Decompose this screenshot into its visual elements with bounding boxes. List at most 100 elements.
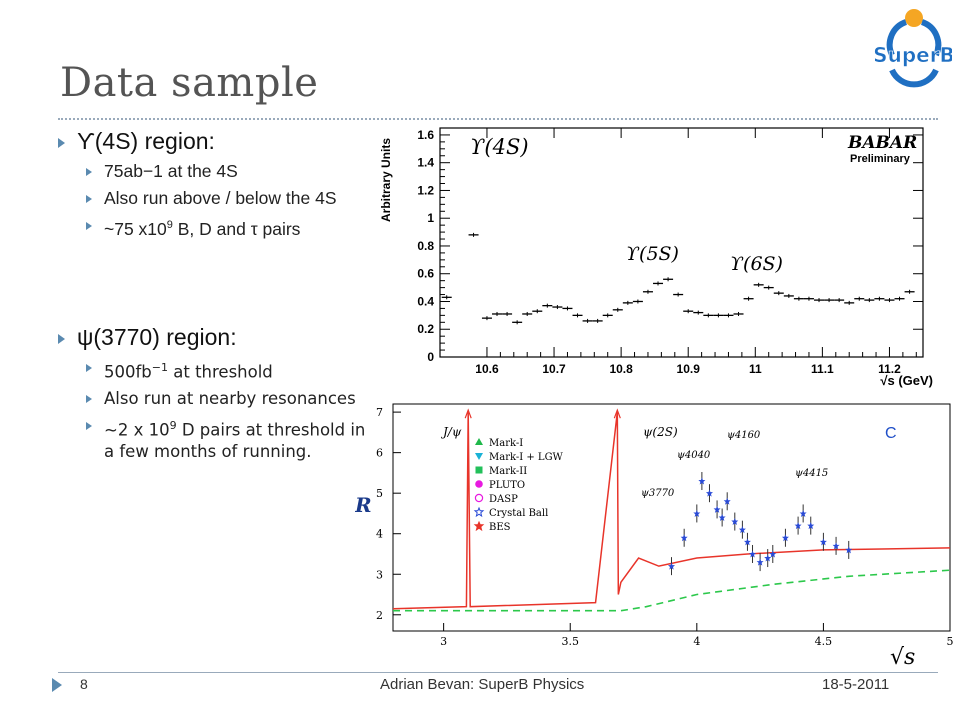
bullet-upsilon-pairs: ~75 x109 B, D and τ pairs xyxy=(86,215,378,240)
data-point xyxy=(602,313,613,318)
bullet-marker-icon xyxy=(58,333,65,344)
legend-label: Mark-I + LGW xyxy=(489,452,564,463)
data-point xyxy=(793,296,804,301)
data-point xyxy=(502,311,513,316)
data-point xyxy=(832,536,840,555)
legend-item: Mark-II xyxy=(475,466,527,477)
bullet-marker-icon xyxy=(86,363,92,372)
legend-item: PLUTO xyxy=(475,480,525,491)
bullet-upsilon-heading: ϒ(4S) region: xyxy=(77,128,215,154)
footer-marker-icon xyxy=(52,678,62,692)
data-point xyxy=(783,293,794,298)
bullet-marker-icon xyxy=(86,422,92,431)
babar-label: BABAR xyxy=(847,133,917,153)
bullet-upsilon-lumi: 75ab−1 at the 4S xyxy=(86,161,378,182)
data-point xyxy=(773,291,784,296)
x-tick-label: 5 xyxy=(947,635,954,648)
data-point xyxy=(794,516,802,535)
legend-label: DASP xyxy=(489,494,518,505)
data-point xyxy=(572,313,583,318)
y-tick-label: 0.8 xyxy=(417,239,434,253)
legend-item: Mark-I xyxy=(475,438,523,449)
data-point xyxy=(522,311,533,316)
data-point xyxy=(731,512,739,531)
annotation-jpsi: J/ψ xyxy=(440,425,462,439)
peak-arrow-icon xyxy=(464,408,472,419)
logo-text: SuperB xyxy=(873,43,952,67)
peak-arrow-icon xyxy=(613,408,621,419)
data-point xyxy=(663,277,674,282)
x-tick-label: 10.8 xyxy=(609,362,633,376)
y-tick-label: 6 xyxy=(376,447,383,460)
data-point xyxy=(844,300,855,305)
legend-label: Crystal Ball xyxy=(489,508,548,519)
data-point xyxy=(552,305,563,310)
superb-logo: SuperB xyxy=(873,9,952,88)
slide-title: Data sample xyxy=(60,60,319,106)
annotation-psi2s: ψ(2S) xyxy=(643,425,678,439)
legend-item: DASP xyxy=(474,493,518,505)
data-point xyxy=(723,313,734,318)
data-point xyxy=(756,553,764,572)
y-tick-label: 1.6 xyxy=(417,128,434,142)
data-point xyxy=(803,296,814,301)
x-tick-label: 11.2 xyxy=(878,362,901,376)
upsilon-scan-chart: 00.20.40.60.811.21.41.610.6 10.7 10.8 10.9 1… xyxy=(379,127,933,388)
data-point xyxy=(807,516,815,535)
data-point xyxy=(582,318,593,323)
y-tick-label: 1.2 xyxy=(417,183,434,197)
bullet-list: ϒ(4S) region: 75ab−1 at the 4S Also run … xyxy=(58,128,378,468)
data-point xyxy=(693,310,704,315)
y-axis-label: R xyxy=(355,493,372,517)
x-tick-label: 11 xyxy=(749,362,762,376)
data-point xyxy=(703,313,714,318)
x-tick-label: 3.5 xyxy=(561,635,579,648)
legend-label: PLUTO xyxy=(489,480,525,491)
legend-item: BES xyxy=(473,520,511,533)
bullet-psi-lumi: 500fb−1 at threshold xyxy=(86,357,378,383)
data-point xyxy=(705,484,713,503)
footer-author: Adrian Bevan: SuperB Physics xyxy=(380,676,585,693)
data-point xyxy=(718,508,726,527)
data-point xyxy=(723,492,731,511)
data-point xyxy=(441,295,452,300)
data-point xyxy=(819,532,827,551)
data-point xyxy=(592,318,603,323)
footer-date: 18-5-2011 xyxy=(822,676,890,693)
legend-label: Mark-II xyxy=(489,466,527,477)
data-point xyxy=(673,292,684,297)
data-point xyxy=(738,520,746,539)
data-point xyxy=(874,296,885,301)
bullet-upsilon-region: ϒ(4S) region: xyxy=(58,128,378,155)
bullet-upsilon-run: Also run above / below the 4S xyxy=(86,188,378,209)
data-point xyxy=(854,296,865,301)
data-point xyxy=(753,282,764,287)
data-point xyxy=(749,544,757,563)
data-point xyxy=(814,298,825,303)
y-tick-label: 0.2 xyxy=(417,322,434,336)
x-tick-label: 4.5 xyxy=(815,635,833,648)
bullet-psi-run: Also run at nearby resonances xyxy=(86,388,378,409)
bullet-marker-icon xyxy=(86,222,92,230)
data-point xyxy=(845,540,853,559)
title-divider xyxy=(58,118,938,120)
x-tick-label: 10.9 xyxy=(677,362,701,376)
data-point xyxy=(824,298,835,303)
data-point xyxy=(834,298,845,303)
page-number: 8 xyxy=(80,676,88,692)
data-point xyxy=(884,298,895,303)
footer-divider xyxy=(58,672,938,673)
data-point xyxy=(542,303,553,308)
y-tick-label: 7 xyxy=(376,406,383,419)
bullet-marker-icon xyxy=(86,395,92,404)
data-point xyxy=(769,544,777,563)
y-tick-label: 3 xyxy=(376,568,383,581)
legend-label: BES xyxy=(489,522,511,533)
y-tick-label: 2 xyxy=(376,609,383,622)
data-point xyxy=(492,311,503,316)
x-axis-label: √s xyxy=(890,645,915,670)
data-point xyxy=(668,557,675,576)
data-point xyxy=(894,296,905,301)
data-point xyxy=(622,300,633,305)
plot-frame xyxy=(392,403,951,632)
